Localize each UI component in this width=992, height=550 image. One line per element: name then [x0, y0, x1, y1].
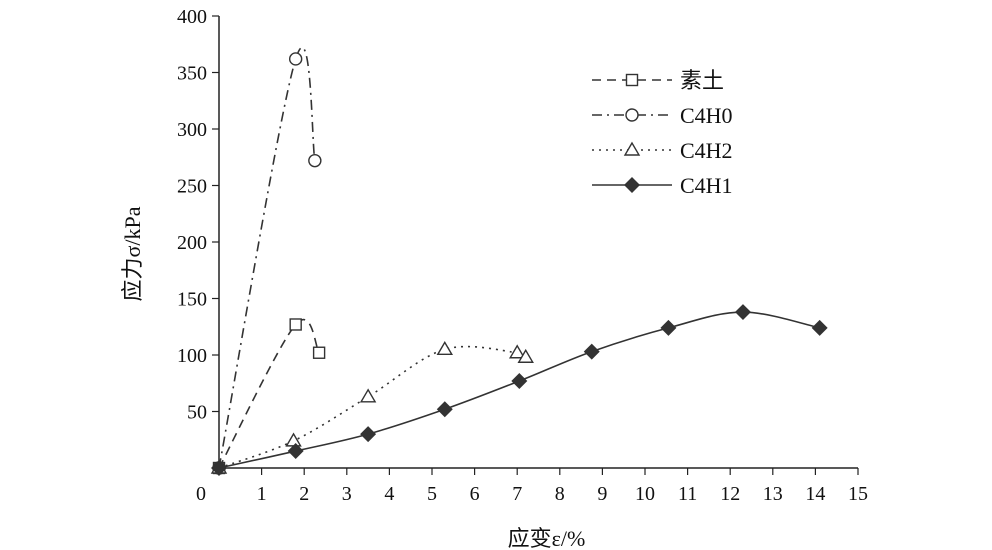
- x-tick-label: 12: [720, 483, 740, 505]
- legend-entry: 素土: [592, 68, 724, 93]
- series-C4H2: [210, 340, 534, 474]
- y-tick-label: 300: [177, 119, 207, 141]
- series-C4H1: [211, 304, 828, 476]
- legend-entry: C4H0: [592, 103, 733, 128]
- series-素土: [212, 318, 326, 475]
- data-point: [436, 340, 453, 356]
- x-tick-label: 0: [196, 483, 206, 505]
- x-ticks: 0 1 2 3 4 5 6 7 8 9 10 11 12 13 14 15: [196, 468, 868, 505]
- data-point: [583, 343, 600, 360]
- y-tick-label: 400: [177, 6, 207, 28]
- data-point: [211, 460, 227, 476]
- y-tick-label: 100: [177, 345, 207, 367]
- y-tick-label: 50: [187, 402, 207, 424]
- legend: 素土 C4H0 C4H2 C4H1: [592, 68, 733, 198]
- axes: 0 1 2 3 4 5 6 7 8 9 10 11 12 13 14 15 50100150200250300…: [177, 6, 868, 505]
- x-tick-label: 3: [342, 483, 352, 505]
- legend-entry: C4H1: [592, 173, 733, 198]
- data-point: [308, 153, 322, 168]
- y-tick-label: 250: [177, 176, 207, 198]
- series-layer: [210, 46, 828, 476]
- x-tick-label: 13: [763, 483, 783, 505]
- data-point: [288, 52, 303, 66]
- x-tick-label: 6: [470, 483, 480, 505]
- x-tick-label: 4: [384, 483, 394, 505]
- y-axis-title: 应力σ/kPa: [120, 206, 145, 301]
- x-tick-label: 14: [805, 483, 825, 505]
- data-point: [517, 348, 534, 363]
- data-point: [287, 443, 304, 460]
- series-line: [218, 318, 320, 469]
- x-tick-label: 10: [635, 483, 655, 505]
- x-tick-label: 1: [257, 483, 267, 505]
- x-tick-label: 7: [512, 483, 522, 505]
- x-tick-label: 8: [555, 483, 565, 505]
- data-point: [508, 344, 526, 359]
- legend-entry: C4H2: [592, 138, 733, 163]
- x-axis-title: 应变ε/%: [508, 526, 586, 550]
- legend-marker: [624, 177, 640, 193]
- legend-label: C4H1: [680, 173, 733, 198]
- series-line: [218, 46, 316, 469]
- x-tick-label: 11: [678, 483, 697, 505]
- legend-label: C4H0: [680, 103, 733, 128]
- data-point: [312, 346, 326, 359]
- legend-label: 素土: [680, 68, 724, 93]
- data-point: [734, 304, 751, 321]
- legend-marker: [623, 141, 641, 156]
- y-ticks: 50 100 150 200 250 300 350 400: [177, 6, 219, 424]
- legend-marker: [625, 73, 639, 87]
- y-tick-label: 200: [177, 232, 207, 254]
- legend-marker: [625, 108, 639, 122]
- data-point: [359, 388, 377, 403]
- data-point: [360, 426, 377, 443]
- y-tick-label: 150: [177, 289, 207, 311]
- x-tick-label: 5: [427, 483, 437, 505]
- x-tick-label: 2: [299, 483, 309, 505]
- series-line: [218, 345, 527, 469]
- series-line: [218, 311, 820, 469]
- legend-label: C4H2: [680, 138, 733, 163]
- data-point: [436, 401, 453, 418]
- data-point: [660, 319, 677, 336]
- data-point: [285, 432, 302, 447]
- data-point: [511, 373, 528, 389]
- data-point: [811, 319, 828, 336]
- x-tick-label: 9: [597, 483, 607, 505]
- y-tick-label: 350: [177, 63, 207, 85]
- series-C4H0: [212, 46, 322, 475]
- x-tick-label: 15: [848, 483, 868, 505]
- data-point: [289, 318, 302, 331]
